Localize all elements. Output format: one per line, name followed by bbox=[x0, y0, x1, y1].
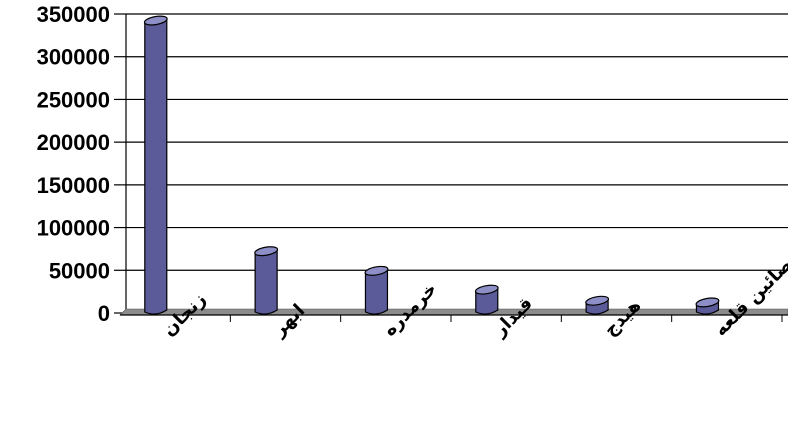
bar-body bbox=[254, 248, 278, 315]
bar bbox=[474, 284, 499, 315]
bar-cap bbox=[585, 295, 610, 306]
bar-cap bbox=[364, 265, 389, 276]
bar-body bbox=[364, 268, 389, 315]
y-tick-label: 350000 bbox=[37, 2, 110, 27]
y-tick-label: 100000 bbox=[37, 216, 110, 241]
bar bbox=[143, 15, 168, 315]
bar bbox=[254, 246, 279, 315]
y-tick-label: 50000 bbox=[49, 258, 110, 283]
x-category-label: صائین قلعه bbox=[710, 254, 788, 340]
bar-cap bbox=[254, 246, 279, 257]
bar-cap bbox=[474, 284, 499, 295]
y-tick-label: 250000 bbox=[37, 87, 110, 112]
bar bbox=[585, 295, 610, 315]
y-tick-label: 0 bbox=[98, 301, 110, 326]
bar bbox=[695, 297, 720, 315]
y-tick-label: 150000 bbox=[37, 173, 110, 198]
y-tick-label: 200000 bbox=[37, 130, 110, 155]
bar-cap bbox=[695, 297, 720, 308]
bar bbox=[364, 265, 389, 315]
chart-floor bbox=[119, 308, 788, 316]
bar-cap bbox=[143, 15, 168, 26]
bar-body bbox=[144, 17, 168, 315]
y-tick-label: 300000 bbox=[37, 45, 110, 70]
